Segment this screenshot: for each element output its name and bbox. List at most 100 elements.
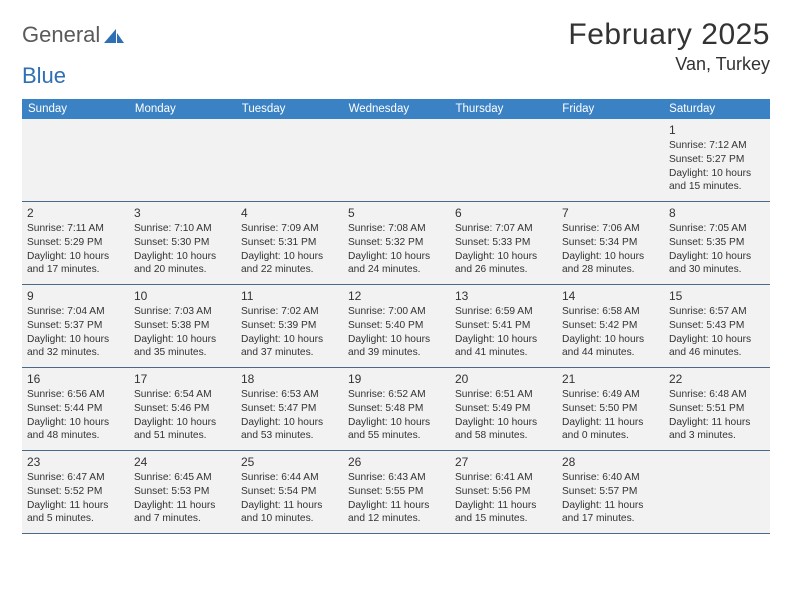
day-number: 23: [27, 454, 123, 470]
daylight-text: Daylight: 10 hours and 39 minutes.: [348, 333, 444, 361]
day-cell: 19Sunrise: 6:52 AMSunset: 5:48 PMDayligh…: [343, 368, 450, 450]
day-number: 17: [134, 371, 230, 387]
sunset-text: Sunset: 5:33 PM: [455, 236, 551, 250]
day-cell: 25Sunrise: 6:44 AMSunset: 5:54 PMDayligh…: [236, 451, 343, 533]
sunset-text: Sunset: 5:38 PM: [134, 319, 230, 333]
daylight-text: Daylight: 10 hours and 58 minutes.: [455, 416, 551, 444]
sunrise-text: Sunrise: 7:11 AM: [27, 222, 123, 236]
day-cell: 10Sunrise: 7:03 AMSunset: 5:38 PMDayligh…: [129, 285, 236, 367]
day-cell: 24Sunrise: 6:45 AMSunset: 5:53 PMDayligh…: [129, 451, 236, 533]
day-cell: 27Sunrise: 6:41 AMSunset: 5:56 PMDayligh…: [450, 451, 557, 533]
month-title: February 2025: [568, 18, 770, 52]
day-cell: 4Sunrise: 7:09 AMSunset: 5:31 PMDaylight…: [236, 202, 343, 284]
sunset-text: Sunset: 5:56 PM: [455, 485, 551, 499]
day-number: 9: [27, 288, 123, 304]
sunset-text: Sunset: 5:55 PM: [348, 485, 444, 499]
day-header-row: SundayMondayTuesdayWednesdayThursdayFrid…: [22, 99, 770, 119]
day-cell: 8Sunrise: 7:05 AMSunset: 5:35 PMDaylight…: [664, 202, 770, 284]
day-header-tuesday: Tuesday: [236, 99, 343, 119]
day-number: 13: [455, 288, 551, 304]
daylight-text: Daylight: 10 hours and 41 minutes.: [455, 333, 551, 361]
sunrise-text: Sunrise: 6:57 AM: [669, 305, 765, 319]
daylight-text: Daylight: 10 hours and 26 minutes.: [455, 250, 551, 278]
daylight-text: Daylight: 10 hours and 30 minutes.: [669, 250, 765, 278]
day-cell: 26Sunrise: 6:43 AMSunset: 5:55 PMDayligh…: [343, 451, 450, 533]
day-number: 8: [669, 205, 765, 221]
day-cell: 3Sunrise: 7:10 AMSunset: 5:30 PMDaylight…: [129, 202, 236, 284]
sunrise-text: Sunrise: 6:47 AM: [27, 471, 123, 485]
daylight-text: Daylight: 10 hours and 20 minutes.: [134, 250, 230, 278]
day-cell: 6Sunrise: 7:07 AMSunset: 5:33 PMDaylight…: [450, 202, 557, 284]
sunrise-text: Sunrise: 6:52 AM: [348, 388, 444, 402]
sunrise-text: Sunrise: 6:44 AM: [241, 471, 337, 485]
daylight-text: Daylight: 11 hours and 17 minutes.: [562, 499, 658, 527]
daylight-text: Daylight: 10 hours and 28 minutes.: [562, 250, 658, 278]
day-number: 21: [562, 371, 658, 387]
sunrise-text: Sunrise: 6:40 AM: [562, 471, 658, 485]
daylight-text: Daylight: 10 hours and 44 minutes.: [562, 333, 658, 361]
logo: General: [22, 18, 126, 48]
day-number: 3: [134, 205, 230, 221]
weeks-container: 1Sunrise: 7:12 AMSunset: 5:27 PMDaylight…: [22, 119, 770, 534]
sunrise-text: Sunrise: 6:43 AM: [348, 471, 444, 485]
day-number: 20: [455, 371, 551, 387]
day-cell: 17Sunrise: 6:54 AMSunset: 5:46 PMDayligh…: [129, 368, 236, 450]
sunset-text: Sunset: 5:31 PM: [241, 236, 337, 250]
sunset-text: Sunset: 5:57 PM: [562, 485, 658, 499]
daylight-text: Daylight: 10 hours and 17 minutes.: [27, 250, 123, 278]
day-cell: 12Sunrise: 7:00 AMSunset: 5:40 PMDayligh…: [343, 285, 450, 367]
daylight-text: Daylight: 11 hours and 15 minutes.: [455, 499, 551, 527]
day-cell: [343, 119, 450, 201]
day-number: 24: [134, 454, 230, 470]
day-cell: 5Sunrise: 7:08 AMSunset: 5:32 PMDaylight…: [343, 202, 450, 284]
sunset-text: Sunset: 5:50 PM: [562, 402, 658, 416]
sunset-text: Sunset: 5:47 PM: [241, 402, 337, 416]
day-number: 7: [562, 205, 658, 221]
day-number: 26: [348, 454, 444, 470]
day-cell: 18Sunrise: 6:53 AMSunset: 5:47 PMDayligh…: [236, 368, 343, 450]
sunrise-text: Sunrise: 6:51 AM: [455, 388, 551, 402]
sunset-text: Sunset: 5:29 PM: [27, 236, 123, 250]
day-number: 25: [241, 454, 337, 470]
daylight-text: Daylight: 10 hours and 37 minutes.: [241, 333, 337, 361]
day-cell: [129, 119, 236, 201]
sunrise-text: Sunrise: 7:00 AM: [348, 305, 444, 319]
sunrise-text: Sunrise: 6:48 AM: [669, 388, 765, 402]
day-number: 11: [241, 288, 337, 304]
sunset-text: Sunset: 5:42 PM: [562, 319, 658, 333]
sunrise-text: Sunrise: 7:03 AM: [134, 305, 230, 319]
day-number: 12: [348, 288, 444, 304]
day-header-friday: Friday: [556, 99, 663, 119]
sunrise-text: Sunrise: 6:53 AM: [241, 388, 337, 402]
sunset-text: Sunset: 5:53 PM: [134, 485, 230, 499]
sunrise-text: Sunrise: 6:45 AM: [134, 471, 230, 485]
calendar-page: General February 2025 Van, Turkey Blue S…: [0, 0, 792, 544]
sunset-text: Sunset: 5:51 PM: [669, 402, 765, 416]
day-header-wednesday: Wednesday: [343, 99, 450, 119]
daylight-text: Daylight: 11 hours and 5 minutes.: [27, 499, 123, 527]
sunrise-text: Sunrise: 6:56 AM: [27, 388, 123, 402]
day-number: 15: [669, 288, 765, 304]
day-cell: 7Sunrise: 7:06 AMSunset: 5:34 PMDaylight…: [557, 202, 664, 284]
day-cell: 28Sunrise: 6:40 AMSunset: 5:57 PMDayligh…: [557, 451, 664, 533]
title-block: February 2025 Van, Turkey: [568, 18, 770, 75]
day-cell: [664, 451, 770, 533]
daylight-text: Daylight: 11 hours and 10 minutes.: [241, 499, 337, 527]
daylight-text: Daylight: 10 hours and 24 minutes.: [348, 250, 444, 278]
day-header-sunday: Sunday: [22, 99, 129, 119]
sunset-text: Sunset: 5:54 PM: [241, 485, 337, 499]
day-number: 14: [562, 288, 658, 304]
day-number: 27: [455, 454, 551, 470]
sunset-text: Sunset: 5:52 PM: [27, 485, 123, 499]
sunrise-text: Sunrise: 7:08 AM: [348, 222, 444, 236]
sunrise-text: Sunrise: 7:04 AM: [27, 305, 123, 319]
day-cell: [557, 119, 664, 201]
day-cell: [236, 119, 343, 201]
daylight-text: Daylight: 11 hours and 0 minutes.: [562, 416, 658, 444]
day-number: 10: [134, 288, 230, 304]
sunrise-text: Sunrise: 6:58 AM: [562, 305, 658, 319]
sunset-text: Sunset: 5:32 PM: [348, 236, 444, 250]
day-number: 22: [669, 371, 765, 387]
sunset-text: Sunset: 5:30 PM: [134, 236, 230, 250]
sunrise-text: Sunrise: 6:59 AM: [455, 305, 551, 319]
